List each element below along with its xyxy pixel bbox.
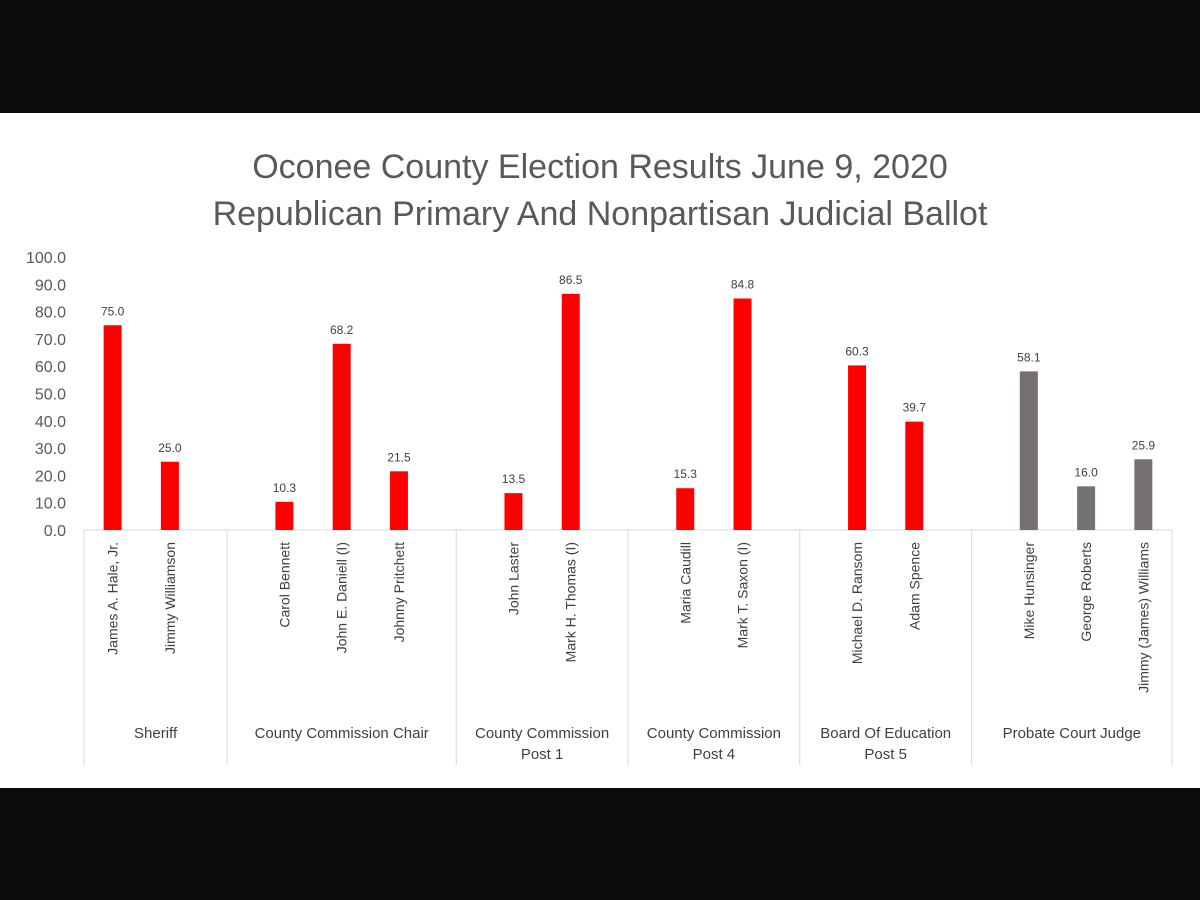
candidate-label: Mark H. Thomas (I) (563, 542, 579, 662)
data-label: 60.3 (845, 344, 869, 358)
bar (1077, 486, 1096, 530)
data-label: 58.1 (1017, 350, 1041, 364)
data-label: 68.2 (330, 323, 354, 337)
candidate-label: Mike Hunsinger (1021, 542, 1037, 640)
candidate-label: Johnny Pritchett (391, 542, 407, 642)
bar (733, 298, 752, 530)
bar (1134, 459, 1153, 530)
candidate-label: Jimmy Williamson (162, 542, 178, 654)
y-tick-label: 80.0 (35, 305, 66, 322)
candidate-label: John E. Daniell (I) (334, 542, 350, 653)
top-letterbox-band (0, 0, 1200, 113)
data-labels: 75.0 25.0 10.3 68.2 21.5 13.5 86.5 15.3 84.8 60.3… (101, 273, 1155, 495)
category-labels: James A. Hale, Jr. Jimmy Williamson Carol … (105, 542, 1152, 693)
data-label: 25.9 (1132, 438, 1156, 452)
candidate-label: James A. Hale, Jr. (105, 542, 121, 655)
data-label: 21.5 (387, 450, 411, 464)
group-label: Probate Court Judge (1003, 725, 1141, 742)
y-tick-label: 70.0 (35, 332, 66, 349)
y-axis: 100.0 90.0 80.0 70.0 60.0 50.0 40.0 30.0 20.0 10.… (26, 250, 66, 540)
y-tick-label: 20.0 (35, 468, 66, 485)
group-label: County Commission (647, 725, 781, 742)
y-tick-label: 0.0 (44, 523, 66, 540)
data-label: 16.0 (1074, 465, 1098, 479)
y-tick-label: 60.0 (35, 359, 66, 376)
bars (103, 293, 1153, 530)
y-tick-label: 90.0 (35, 277, 66, 294)
candidate-label: Maria Caudill (677, 542, 693, 624)
data-label: 86.5 (559, 273, 583, 287)
group-label: Post 1 (521, 746, 564, 763)
bottom-letterbox-band (0, 788, 1200, 900)
data-label: 25.0 (158, 441, 182, 455)
chart-title-line-2: Republican Primary And Nonpartisan Judic… (213, 195, 988, 233)
bar (389, 471, 408, 530)
x-axis (83, 529, 1173, 765)
chart-title-line-1: Oconee County Election Results June 9, 2… (252, 148, 948, 186)
group-label: County Commission Chair (255, 725, 429, 742)
candidate-label: Carol Bennett (276, 542, 292, 628)
data-label: 75.0 (101, 304, 125, 318)
bar (504, 493, 523, 530)
bar (332, 343, 351, 530)
group-label: Post 4 (693, 746, 736, 763)
group-label: Post 5 (864, 746, 907, 763)
y-tick-label: 30.0 (35, 441, 66, 458)
candidate-label: George Roberts (1078, 542, 1094, 642)
bar (275, 501, 294, 530)
bar (1019, 371, 1038, 530)
candidate-label: Michael D. Ransom (849, 542, 865, 664)
data-label: 10.3 (273, 481, 297, 495)
group-label: Board Of Education (820, 725, 951, 742)
candidate-label: Jimmy (James) Williams (1135, 542, 1151, 693)
candidate-label: Mark T. Saxon (I) (735, 542, 751, 648)
candidate-label: Adam Spence (906, 542, 922, 630)
y-tick-label: 100.0 (26, 250, 66, 267)
data-label: 15.3 (674, 467, 698, 481)
data-label: 84.8 (731, 277, 755, 291)
group-label: Sheriff (134, 725, 178, 742)
candidate-label: John Laster (505, 542, 521, 615)
bar (676, 488, 695, 530)
bar (905, 421, 924, 530)
y-tick-label: 40.0 (35, 414, 66, 431)
y-tick-label: 10.0 (35, 496, 66, 513)
group-labels: Sheriff County Commission Chair County Com… (134, 725, 1141, 763)
bar (160, 461, 179, 530)
group-label: County Commission (475, 725, 609, 742)
bar (103, 325, 122, 530)
bar (561, 293, 580, 530)
data-label: 13.5 (502, 472, 526, 486)
chart-panel (0, 113, 1200, 788)
y-tick-label: 50.0 (35, 387, 66, 404)
data-label: 39.7 (903, 401, 927, 415)
bar (848, 365, 867, 530)
